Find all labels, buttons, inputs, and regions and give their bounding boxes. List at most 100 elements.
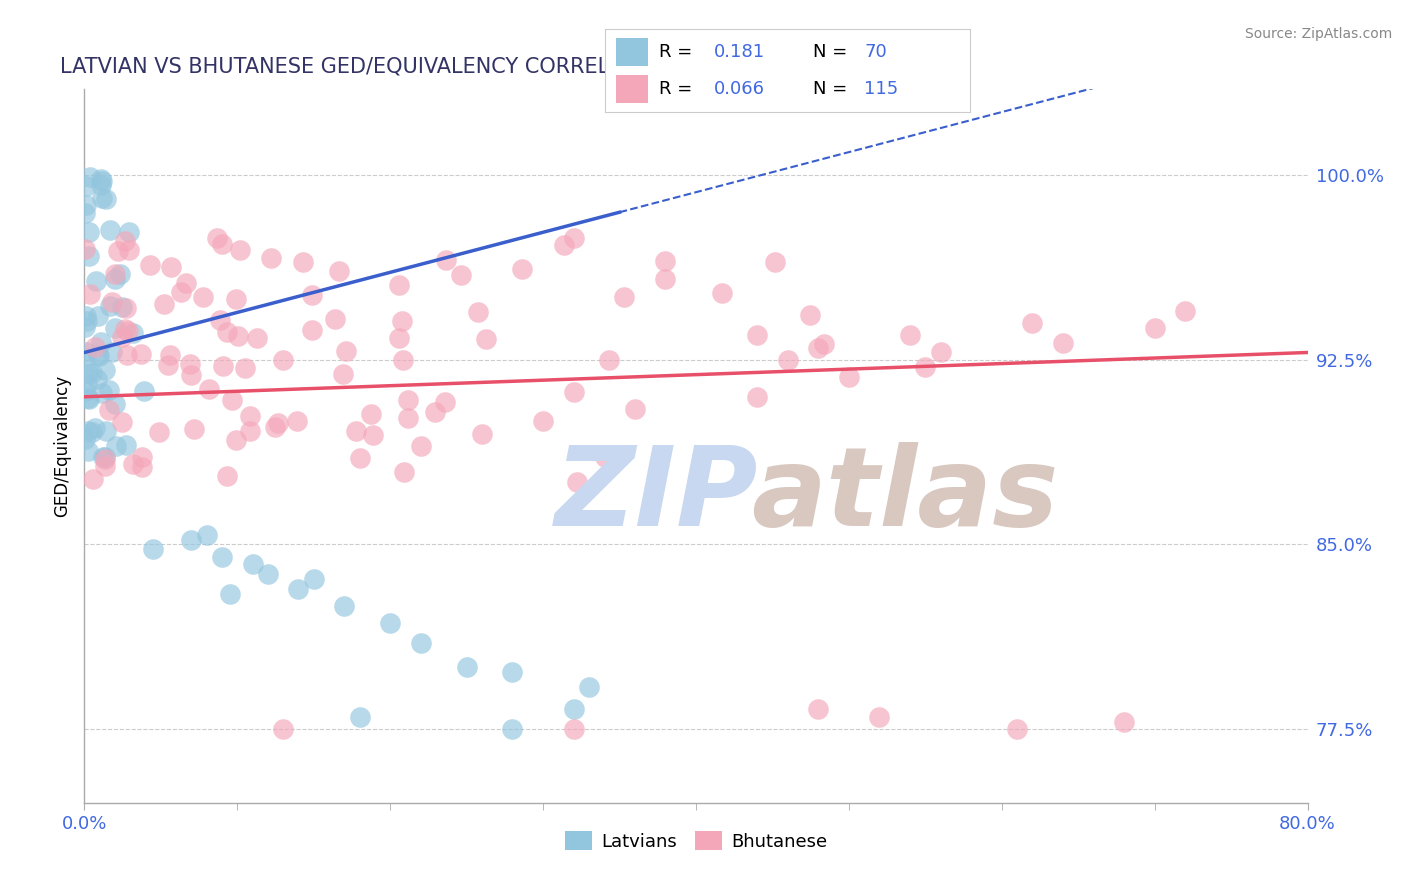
Y-axis label: GED/Equivalency: GED/Equivalency (53, 375, 72, 517)
Point (271, 722, 294, 736)
Point (567, 475, 589, 490)
Legend: Latvians, Bhutanese: Latvians, Bhutanese (558, 824, 834, 858)
Point (198, 382, 221, 396)
Point (531, 414, 554, 428)
Point (75, 198, 97, 212)
Point (285, 414, 308, 428)
Point (239, 425, 262, 439)
Point (929, 345, 952, 359)
Point (266, 416, 288, 430)
Point (117, 225, 139, 239)
Point (108, 267, 131, 281)
Point (117, 324, 139, 338)
Point (346, 425, 368, 439)
Point (598, 353, 620, 368)
Point (380, 616, 402, 631)
Point (101, 295, 124, 310)
Point (132, 384, 155, 398)
Point (349, 451, 371, 466)
Point (79, 392, 101, 407)
Point (179, 357, 201, 371)
Point (82, 472, 104, 486)
Point (747, 390, 769, 404)
Point (260, 251, 283, 265)
Point (118, 243, 141, 257)
Point (91, 174, 114, 188)
Point (209, 312, 232, 326)
Text: Source: ZipAtlas.com: Source: ZipAtlas.com (1244, 27, 1392, 41)
Point (79, 286, 101, 301)
Point (114, 322, 136, 336)
Point (170, 285, 193, 300)
Point (1052, 335, 1074, 350)
Point (335, 343, 357, 358)
Point (807, 341, 830, 355)
Point (93, 362, 115, 376)
Point (323, 311, 346, 326)
Point (94, 192, 117, 206)
Point (153, 297, 176, 311)
Point (898, 328, 921, 343)
Point (75, 345, 97, 359)
Point (75, 354, 97, 368)
Point (94, 424, 117, 438)
Point (391, 314, 413, 328)
Point (97, 383, 120, 397)
Text: 115: 115 (865, 80, 898, 98)
Point (301, 323, 323, 337)
Point (75, 320, 97, 334)
Point (242, 557, 264, 571)
Point (142, 542, 165, 557)
Text: ZIP: ZIP (555, 442, 759, 549)
Point (388, 331, 411, 345)
Point (471, 426, 494, 441)
Point (91, 385, 114, 400)
Point (409, 636, 432, 650)
Point (195, 527, 218, 541)
Text: 70: 70 (865, 43, 887, 61)
Point (94, 450, 117, 464)
Point (799, 308, 821, 322)
Point (73, 384, 96, 399)
Point (502, 722, 524, 736)
Point (510, 261, 533, 276)
Point (838, 370, 860, 384)
Point (396, 410, 419, 425)
Point (205, 231, 228, 245)
Text: N =: N = (813, 43, 853, 61)
Point (77, 366, 100, 380)
Point (139, 258, 162, 272)
Point (84, 274, 107, 288)
Point (98, 299, 121, 313)
Point (467, 305, 489, 319)
Point (77, 444, 100, 458)
Point (83, 340, 105, 354)
Point (77, 391, 100, 405)
Point (76, 376, 98, 390)
Text: N =: N = (813, 80, 853, 98)
Point (710, 286, 733, 301)
Point (349, 709, 371, 723)
Point (392, 465, 415, 479)
Point (813, 337, 835, 351)
Point (1174, 303, 1197, 318)
Point (226, 329, 249, 343)
Point (131, 460, 153, 475)
Point (79, 170, 101, 185)
Point (869, 709, 891, 723)
Point (578, 680, 600, 694)
Point (191, 290, 214, 304)
Point (228, 244, 250, 258)
Bar (616, 37, 648, 66)
Point (593, 450, 616, 465)
Point (77, 424, 100, 438)
Point (104, 397, 127, 411)
Point (114, 301, 136, 315)
Point (215, 469, 238, 483)
Text: R =: R = (659, 80, 699, 98)
Point (776, 352, 799, 367)
Point (914, 360, 936, 375)
Point (425, 404, 447, 418)
Point (73, 242, 96, 256)
Point (110, 300, 132, 314)
